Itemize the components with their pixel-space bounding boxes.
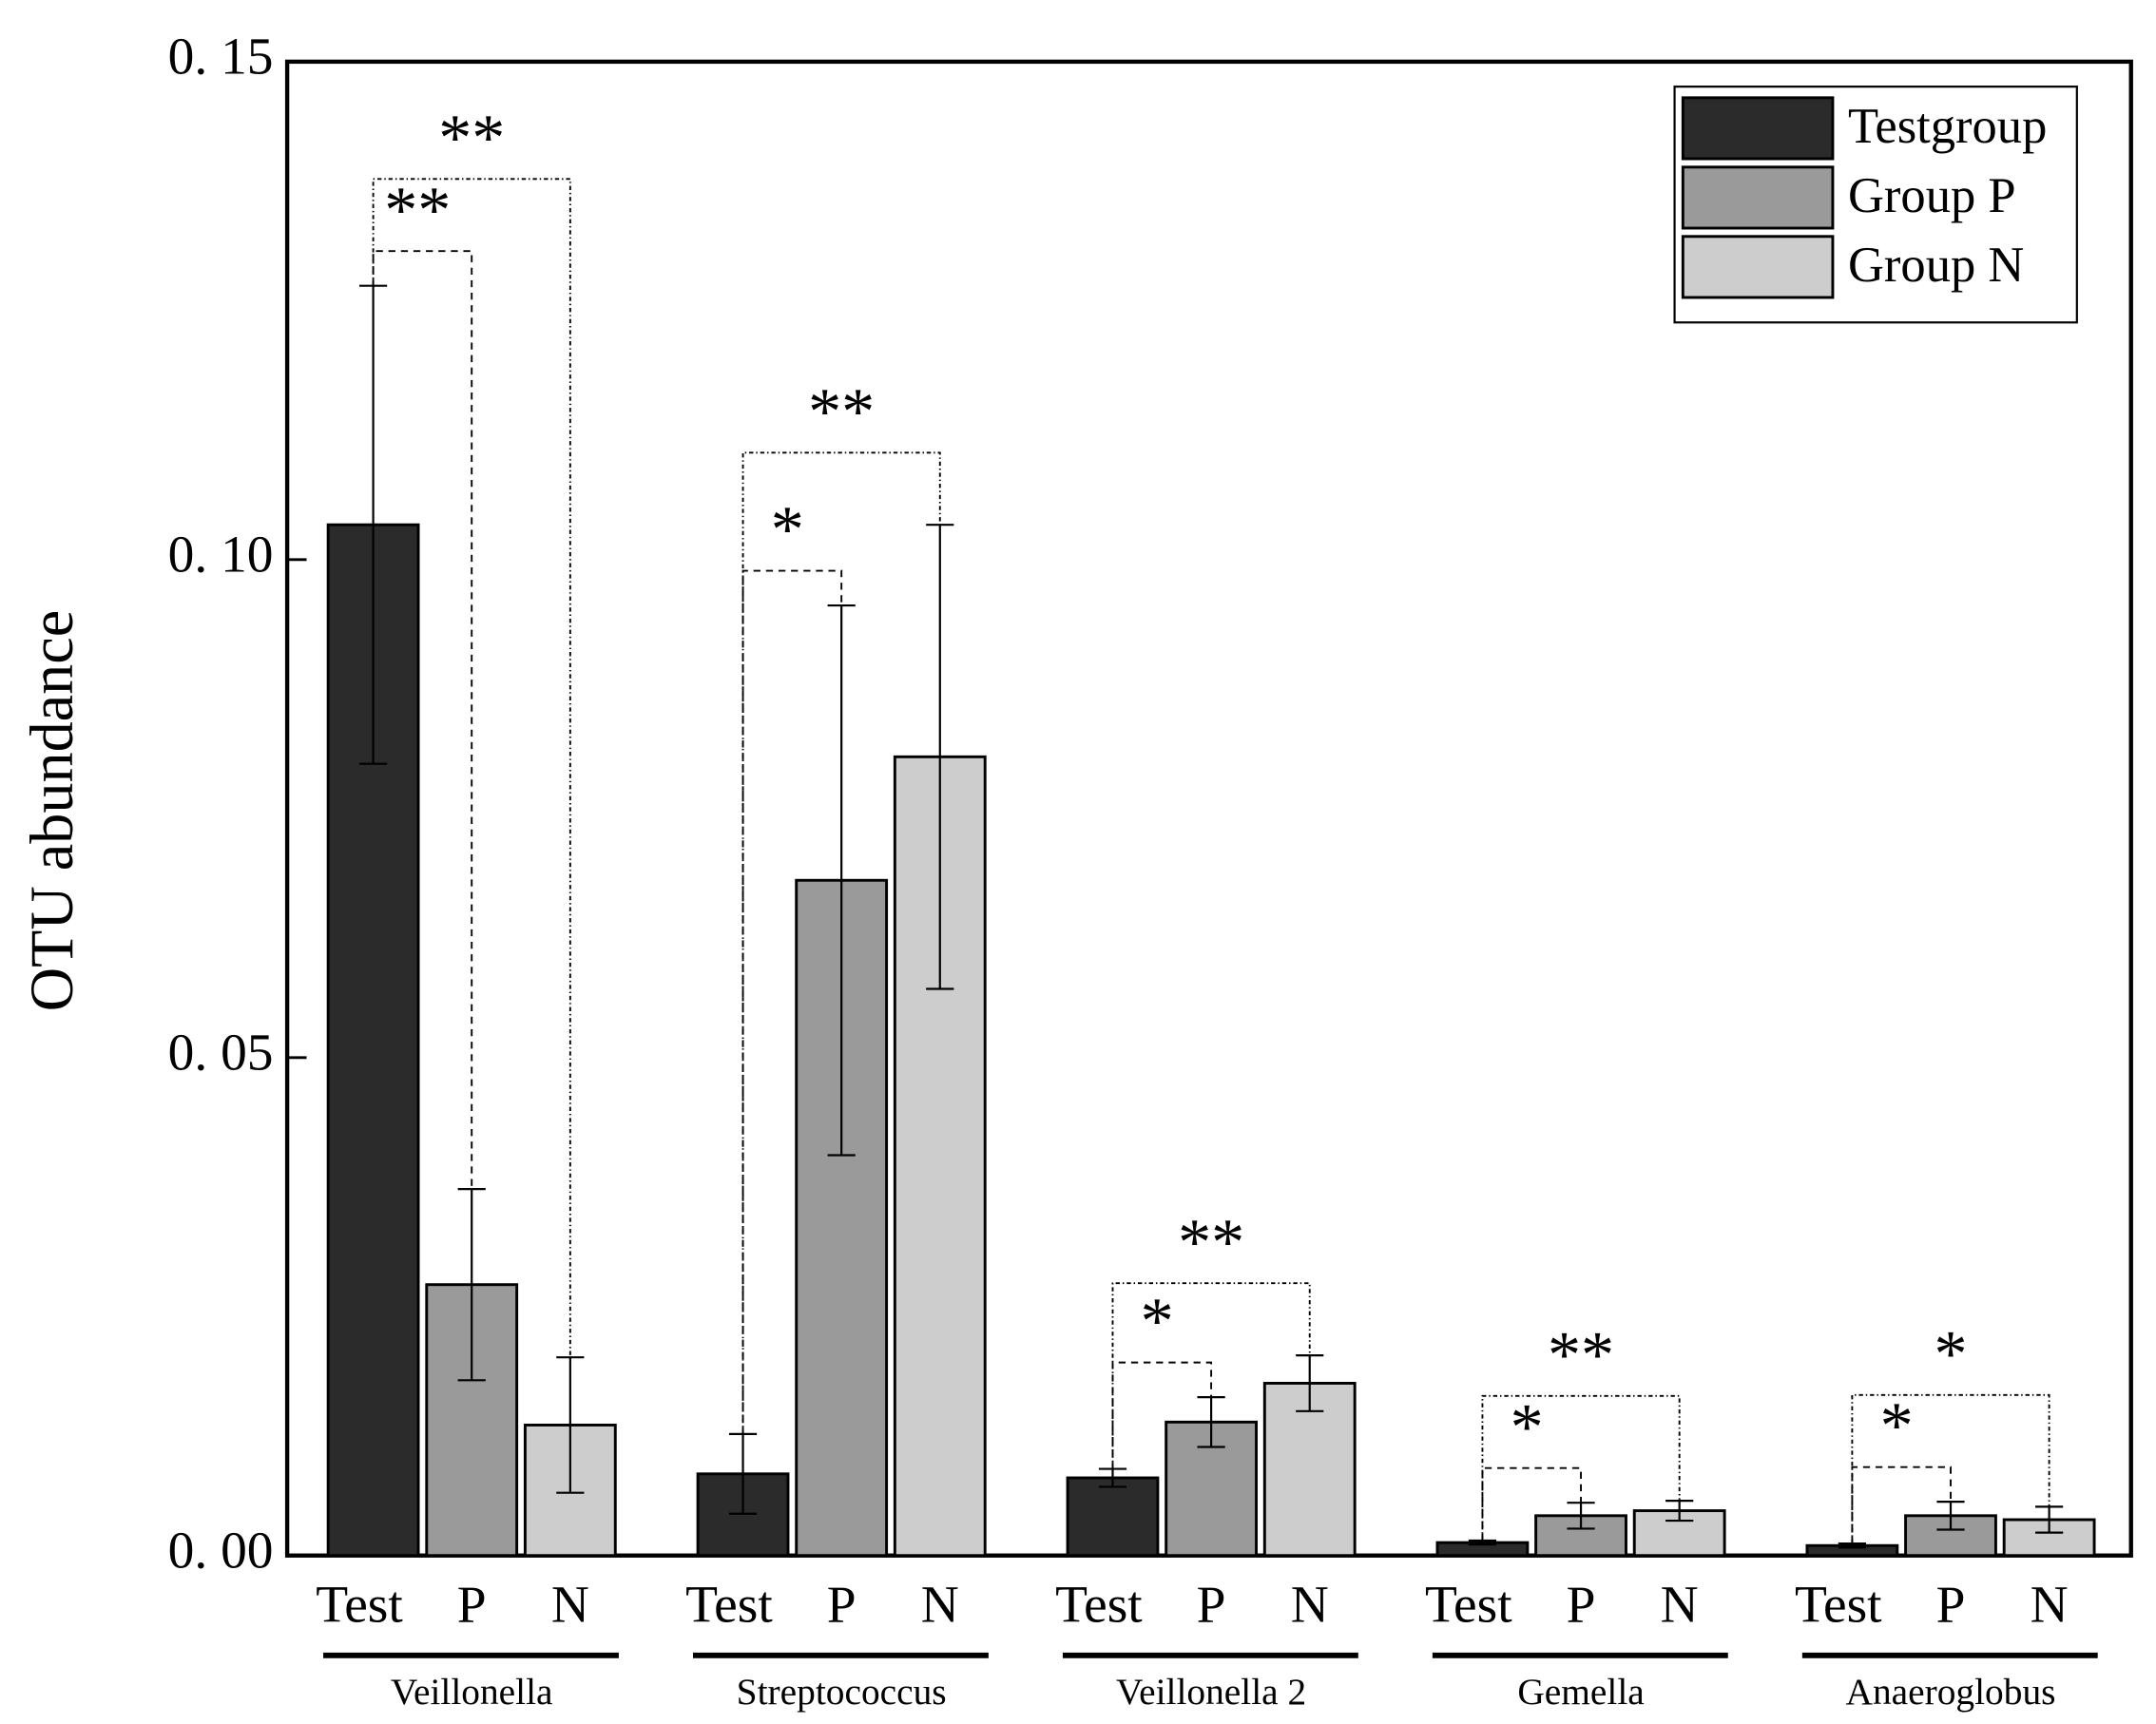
- x-tick-label: N: [921, 1575, 959, 1633]
- significance-bracket: [1481, 1466, 1583, 1542]
- significance-label: **: [438, 102, 505, 175]
- legend-label: Group P: [1848, 168, 2016, 223]
- x-tick-label: P: [457, 1575, 487, 1633]
- y-tick-label: 0. 15: [168, 28, 274, 86]
- x-tick-label: Test: [1425, 1575, 1512, 1633]
- significance-label: *: [1511, 1390, 1544, 1464]
- x-tick-label: P: [1567, 1575, 1596, 1633]
- y-tick-label: 0. 05: [168, 1024, 274, 1082]
- significance-label: **: [1178, 1206, 1244, 1279]
- significance-label: *: [1141, 1285, 1174, 1358]
- significance-bracket: [741, 569, 843, 1434]
- x-tick-label: P: [827, 1575, 857, 1633]
- x-tick-label: N: [1291, 1575, 1329, 1633]
- significance-label: *: [1880, 1389, 1914, 1463]
- x-tick-label: Test: [1795, 1575, 1882, 1633]
- y-tick-label: 0. 00: [168, 1521, 274, 1579]
- x-tick-label: P: [1936, 1575, 1966, 1633]
- legend-swatch: [1681, 165, 1835, 230]
- y-tick-label: 0. 10: [168, 526, 274, 584]
- x-tick-label: P: [1197, 1575, 1226, 1633]
- significance-bracket: [1111, 1282, 1311, 1469]
- significance-label: **: [384, 174, 451, 247]
- significance-bracket: [741, 451, 941, 1434]
- category-label: Veillonella: [391, 1671, 553, 1713]
- significance-label: *: [771, 493, 804, 566]
- category-label: Streptococcus: [737, 1671, 947, 1713]
- legend-swatch: [1681, 96, 1835, 161]
- significance-bracket: [372, 250, 473, 1190]
- significance-label: **: [1548, 1318, 1614, 1391]
- x-tick-label: N: [2031, 1575, 2069, 1633]
- legend-label: Group N: [1848, 238, 2024, 293]
- y-axis-label: OTU abundance: [18, 610, 86, 1012]
- x-tick-label: N: [1661, 1575, 1699, 1633]
- significance-bracket: [1851, 1465, 1952, 1544]
- significance-label: **: [808, 375, 875, 449]
- x-tick-label: N: [551, 1575, 589, 1633]
- bar: [1066, 1476, 1160, 1558]
- significance-label: *: [1934, 1317, 1967, 1390]
- significance-bracket: [1111, 1361, 1213, 1469]
- category-label: Anaeroglobus: [1846, 1671, 2056, 1713]
- category-label: Veillonella 2: [1116, 1671, 1306, 1713]
- x-tick-label: Test: [1055, 1575, 1143, 1633]
- x-tick-label: Test: [316, 1575, 403, 1633]
- legend-label: Testgroup: [1848, 99, 2047, 154]
- x-tick-label: Test: [685, 1575, 773, 1633]
- significance-bracket: [1851, 1393, 2050, 1544]
- category-label: Gemella: [1517, 1671, 1644, 1713]
- legend-swatch: [1681, 235, 1835, 299]
